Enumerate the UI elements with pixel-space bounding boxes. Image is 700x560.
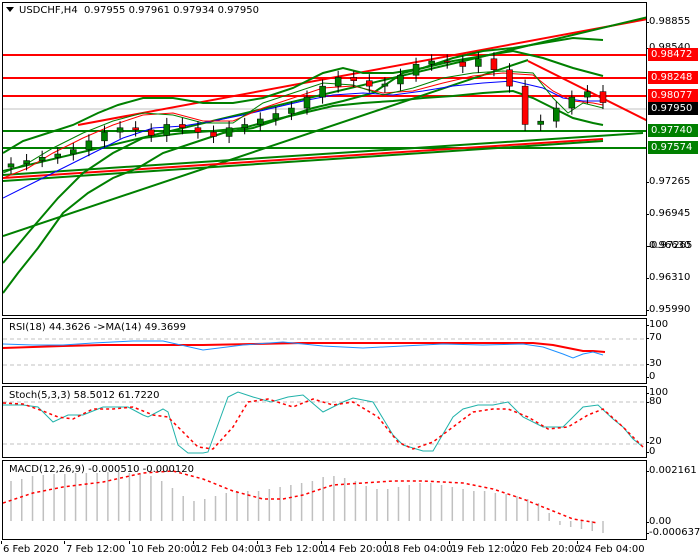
candle xyxy=(584,91,591,98)
candle xyxy=(537,120,544,125)
time-label: 6 Feb 2020 xyxy=(1,541,59,555)
candle xyxy=(70,149,77,155)
candle xyxy=(288,107,295,114)
level-tag-support-1: 0.97740 xyxy=(648,124,698,137)
candle xyxy=(303,96,311,109)
candle xyxy=(241,124,248,128)
candle xyxy=(350,77,357,81)
chart-header: USDCHF,H4 0.97955 0.97961 0.97934 0.9795… xyxy=(6,5,259,16)
candle xyxy=(272,113,280,120)
candle xyxy=(147,129,155,136)
time-label: 7 Feb 12:00 xyxy=(63,541,126,555)
candle xyxy=(490,58,498,70)
price-chart-pane[interactable] xyxy=(2,2,647,316)
time-label: 18 Feb 04:00 xyxy=(385,541,453,555)
time-label: 19 Feb 12:00 xyxy=(449,541,517,555)
stoch-tick: 20 xyxy=(646,436,662,447)
stochastic-pane[interactable]: Stoch(5,3,3) 58.5012 61.7220 xyxy=(2,386,647,458)
stoch-tick: 80 xyxy=(646,396,662,407)
macd-label: MACD(12,26,9) -0.000510 -0.000120 xyxy=(9,464,194,475)
symbol-label: USDCHF,H4 xyxy=(19,5,78,16)
time-label: 13 Feb 12:00 xyxy=(257,541,325,555)
time-label: 14 Feb 20:00 xyxy=(321,541,389,555)
price-tick: 0.97265 xyxy=(645,176,691,187)
rsi-tick: 70 xyxy=(646,332,662,343)
candle xyxy=(179,124,186,128)
level-tag-resistance-3: 0.98077 xyxy=(648,89,698,102)
candle xyxy=(553,107,560,122)
price-tick: 0.98540 xyxy=(645,42,690,53)
candle xyxy=(381,83,389,87)
stoch-canvas xyxy=(3,391,646,454)
candle xyxy=(194,127,202,133)
time-label: 12 Feb 04:00 xyxy=(193,541,261,555)
candle xyxy=(428,60,435,65)
stoch-label: Stoch(5,3,3) 58.5012 61.7220 xyxy=(9,390,160,401)
macd-tick: -0.000637 xyxy=(645,527,700,538)
macd-tick: 0.00 xyxy=(645,516,672,527)
candle xyxy=(319,85,326,98)
rsi-tick: 30 xyxy=(646,358,662,369)
candle xyxy=(397,74,404,85)
triangle-down-icon[interactable] xyxy=(6,7,14,12)
rsi-axis: 100 70 30 0 xyxy=(645,318,700,384)
level-tag-support-2: 0.97574 xyxy=(648,141,698,154)
candle xyxy=(366,80,373,87)
price-axis: 0.98855 0.98540 0.97265 0.97265 0.96945 … xyxy=(645,2,700,316)
price-tick: 0.96630 xyxy=(645,240,691,251)
candle xyxy=(225,127,233,137)
rsi-tick: 0 xyxy=(645,371,656,382)
rsi-tick: 100 xyxy=(645,319,669,330)
price-tick: 0.95990 xyxy=(645,304,691,315)
candle xyxy=(7,163,15,168)
candle xyxy=(412,64,420,76)
ohlc-values: 0.97955 0.97961 0.97934 0.97950 xyxy=(84,5,259,16)
time-label: 20 Feb 20:00 xyxy=(513,541,581,555)
level-tag-resistance-2: 0.98248 xyxy=(648,71,698,84)
price-tick: 0.96310 xyxy=(645,272,691,283)
stoch-axis: 100 80 20 0 xyxy=(645,386,700,458)
stoch-tick: 100 xyxy=(645,387,669,398)
candle xyxy=(475,58,482,67)
candle xyxy=(38,157,46,161)
macd-axis: 0.002161 0.00 -0.000637 xyxy=(645,460,700,540)
price-tick: 0.97265 xyxy=(647,240,693,251)
candle xyxy=(85,140,93,150)
time-label: 10 Feb 20:00 xyxy=(129,541,197,555)
rsi-label: RSI(18) 44.3626 ->MA(14) 49.3699 xyxy=(9,322,186,333)
stoch-tick: 0 xyxy=(645,446,656,457)
candle xyxy=(54,153,61,158)
price-tick: 0.96945 xyxy=(645,208,691,219)
candle xyxy=(163,124,171,136)
candle xyxy=(521,85,529,125)
candle xyxy=(443,60,451,63)
price-tick: 0.98855 xyxy=(645,16,691,27)
candle xyxy=(210,131,217,137)
candles-layer xyxy=(7,52,607,174)
rsi-pane[interactable]: RSI(18) 44.3626 ->MA(14) 49.3699 xyxy=(2,318,647,384)
candle xyxy=(23,160,30,165)
candle xyxy=(334,77,342,87)
rsi-canvas xyxy=(3,338,646,366)
candle xyxy=(568,96,576,109)
time-label: 24 Feb 04:00 xyxy=(577,541,645,555)
candle xyxy=(116,127,124,133)
macd-canvas xyxy=(3,470,604,533)
candle xyxy=(257,118,264,125)
macd-tick: 0.002161 xyxy=(646,465,697,476)
candle xyxy=(101,131,108,142)
macd-pane[interactable]: MACD(12,26,9) -0.000510 -0.000120 xyxy=(2,460,647,540)
candle xyxy=(132,127,139,131)
candle xyxy=(506,69,513,87)
current-price-tag: 0.97950 xyxy=(648,102,698,115)
level-tag-resistance-1: 0.98472 xyxy=(648,48,698,61)
candle xyxy=(599,91,607,103)
candle xyxy=(459,61,467,67)
